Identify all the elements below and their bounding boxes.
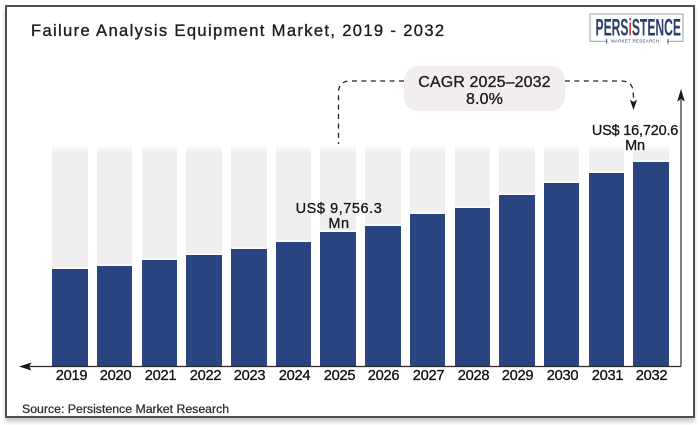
svg-text:MARKET RESEARCH: MARKET RESEARCH [611, 39, 659, 44]
svg-text:PERSiSTENCE: PERSiSTENCE [596, 15, 682, 42]
